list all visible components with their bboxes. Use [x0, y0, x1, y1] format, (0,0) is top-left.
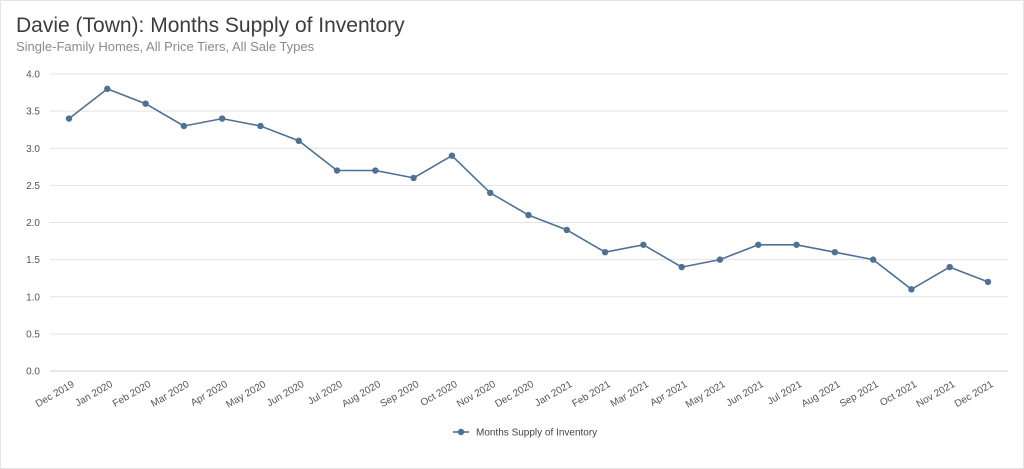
x-tick-label: May 2021 [684, 379, 728, 411]
data-point[interactable] [257, 122, 264, 130]
y-tick-label: 2.5 [26, 181, 40, 192]
data-point[interactable] [984, 278, 992, 286]
data-point[interactable] [104, 85, 111, 93]
data-point[interactable] [142, 100, 149, 107]
x-tick-label: May 2020 [224, 379, 268, 411]
data-point[interactable] [410, 174, 417, 182]
data-point[interactable] [65, 115, 73, 122]
x-tick-label: Apr 2020 [189, 379, 230, 409]
y-tick-label: 3.0 [26, 144, 40, 155]
data-point[interactable] [372, 167, 379, 174]
x-tick-label: Jun 2021 [725, 379, 767, 409]
y-tick-label: 0.0 [26, 367, 40, 378]
data-point[interactable] [218, 115, 226, 122]
data-point[interactable] [448, 152, 456, 159]
x-tick-label: Oct 2020 [419, 379, 460, 409]
x-tick-label: Jul 2021 [766, 379, 805, 408]
data-point[interactable] [640, 241, 647, 248]
legend-marker [457, 428, 465, 436]
x-tick-label: Dec 2021 [953, 379, 996, 410]
data-point[interactable] [831, 249, 839, 256]
data-point[interactable] [295, 137, 302, 145]
data-point[interactable] [563, 226, 570, 234]
x-tick-label: Mar 2021 [609, 379, 651, 410]
x-tick-label: Feb 2020 [111, 379, 153, 410]
data-point[interactable] [601, 249, 609, 256]
x-tick-label: Jun 2020 [265, 379, 307, 409]
chart-title: Davie (Town): Months Supply of Inventory [16, 14, 405, 37]
data-point[interactable] [793, 241, 800, 248]
x-tick-label: Sep 2021 [838, 379, 881, 410]
data-point[interactable] [487, 189, 494, 196]
x-tick-label: Apr 2021 [649, 379, 690, 409]
x-tick-label: Jan 2020 [74, 379, 116, 409]
data-point[interactable] [869, 256, 877, 263]
x-tick-label: Aug 2021 [800, 379, 843, 410]
x-tick-label: Mar 2020 [149, 379, 191, 410]
data-point[interactable] [908, 286, 915, 293]
y-tick-label: 0.5 [26, 329, 40, 340]
legend-label[interactable]: Months Supply of Inventory [476, 428, 597, 439]
x-tick-label: Nov 2020 [455, 379, 498, 410]
y-tick-label: 1.0 [26, 292, 40, 303]
data-point[interactable] [716, 256, 724, 263]
chart-subtitle: Single-Family Homes, All Price Tiers, Al… [16, 39, 315, 54]
y-tick-label: 1.5 [26, 255, 40, 266]
data-point[interactable] [755, 241, 762, 248]
x-tick-label: Jul 2020 [306, 379, 345, 408]
x-tick-label: Feb 2021 [570, 379, 612, 410]
x-tick-label: Oct 2021 [878, 379, 919, 409]
data-point[interactable] [180, 122, 188, 130]
y-tick-label: 3.5 [26, 107, 40, 118]
x-tick-label: Sep 2020 [379, 379, 422, 410]
x-tick-label: Jan 2021 [533, 379, 575, 409]
data-point[interactable] [678, 263, 685, 271]
x-tick-label: Nov 2021 [915, 379, 958, 410]
data-point[interactable] [946, 263, 953, 271]
y-tick-label: 4.0 [26, 70, 40, 81]
x-tick-label: Dec 2019 [34, 379, 77, 410]
data-point[interactable] [333, 167, 341, 174]
x-tick-label: Dec 2020 [493, 379, 536, 410]
x-tick-label: Aug 2020 [340, 379, 383, 410]
data-point[interactable] [525, 211, 532, 219]
y-tick-label: 2.0 [26, 218, 40, 229]
